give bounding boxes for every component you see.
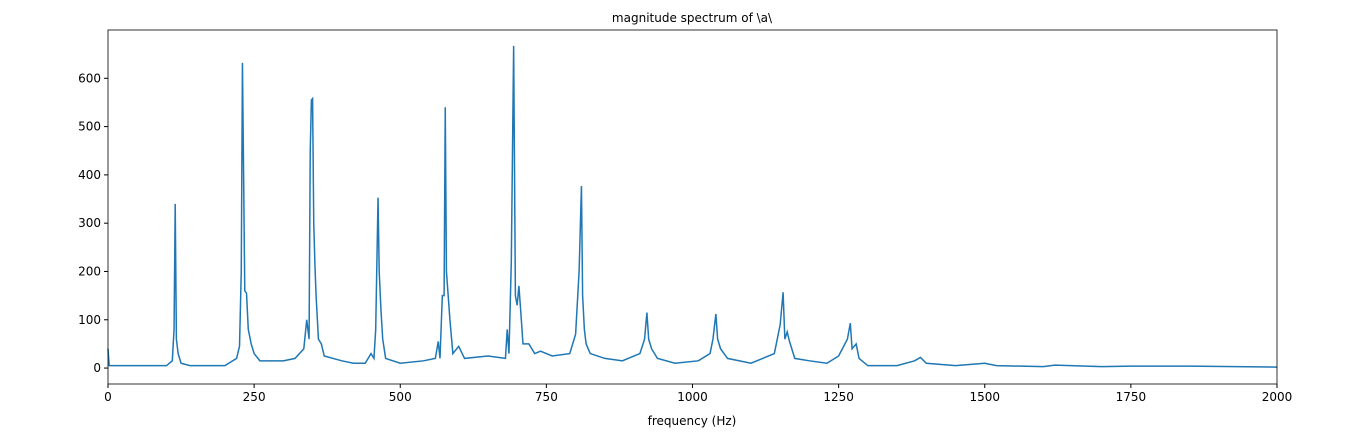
- plot-frame: [107, 29, 1278, 385]
- x-tick-label: 500: [389, 390, 412, 404]
- x-axis-label: frequency (Hz): [648, 414, 737, 428]
- x-tick-label: 2000: [1262, 390, 1293, 404]
- chart-title: magnitude spectrum of \a\: [612, 11, 773, 25]
- y-tick-label: 300: [78, 216, 101, 230]
- y-tick-label: 0: [93, 361, 101, 375]
- y-tick-label: 500: [78, 120, 101, 134]
- x-tick-label: 1500: [969, 390, 1000, 404]
- x-tick-label: 250: [243, 390, 266, 404]
- x-tick-label: 1750: [1116, 390, 1147, 404]
- x-tick-label: 1250: [823, 390, 854, 404]
- y-tick-label: 600: [78, 71, 101, 85]
- x-tick-label: 0: [104, 390, 112, 404]
- x-tick-label: 750: [535, 390, 558, 404]
- spectrum-line: [107, 45, 1278, 368]
- y-tick-label: 100: [78, 313, 101, 327]
- x-tick-label: 1000: [677, 390, 708, 404]
- y-tick-label: 400: [78, 168, 101, 182]
- y-tick-label: 200: [78, 264, 101, 278]
